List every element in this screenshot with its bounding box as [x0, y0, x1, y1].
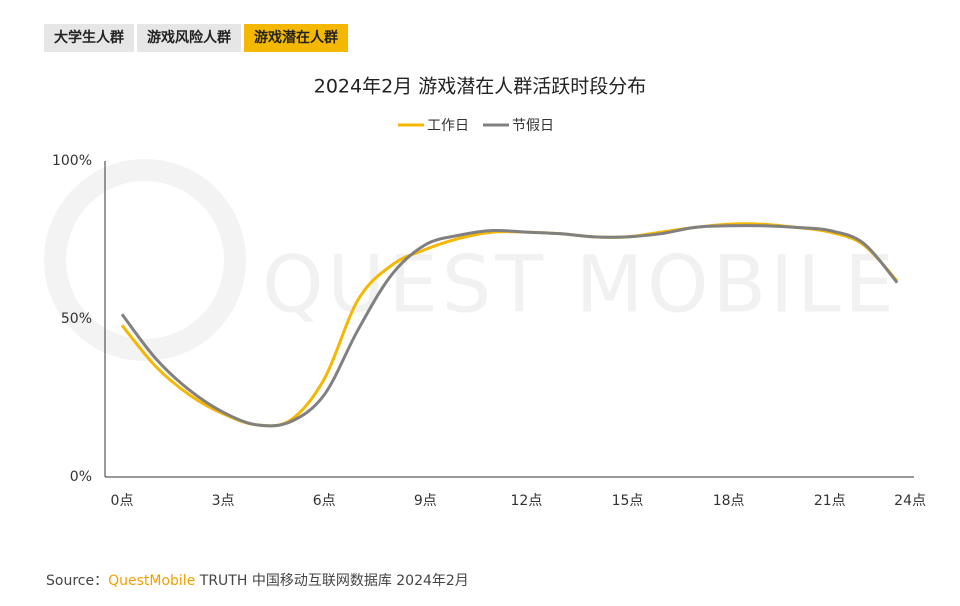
tab[interactable]: 游戏风险人群: [137, 24, 241, 52]
source-text: TRUTH 中国移动互联网数据库 2024年2月: [199, 573, 469, 589]
x-tick-label: 18点: [713, 493, 745, 509]
x-tick-label: 21点: [814, 493, 846, 509]
x-tick-label: 3点: [212, 493, 235, 509]
watermark: QUEST MOBILE: [262, 240, 898, 330]
x-tick-label: 12点: [511, 493, 543, 509]
y-tick-label: 0%: [70, 469, 92, 485]
y-tick-label: 100%: [52, 153, 92, 169]
source-brand: QuestMobile: [108, 573, 196, 589]
x-tick-label: 9点: [414, 493, 437, 509]
source-label: Source：: [46, 573, 109, 589]
x-tick-label: 15点: [612, 493, 644, 509]
series-line: [120, 224, 899, 428]
chart-title: 2024年2月 游戏潜在人群活跃时段分布: [314, 76, 646, 98]
x-tick-label: 6点: [313, 493, 336, 509]
x-tick-label: 24点: [894, 493, 926, 509]
tab[interactable]: 大学生人群: [44, 24, 134, 52]
tab[interactable]: 游戏潜在人群: [244, 24, 348, 52]
legend-label: 节假日: [512, 118, 554, 134]
tab-bar: 大学生人群 游戏风险人群 游戏潜在人群: [44, 24, 348, 52]
legend-label: 工作日: [427, 118, 469, 134]
x-tick-label: 0点: [111, 493, 134, 509]
source: Source：QuestMobile TRUTH 中国移动互联网数据库 2024…: [46, 570, 469, 590]
watermark-logo: [44, 159, 246, 361]
y-tick-label: 50%: [61, 311, 92, 327]
